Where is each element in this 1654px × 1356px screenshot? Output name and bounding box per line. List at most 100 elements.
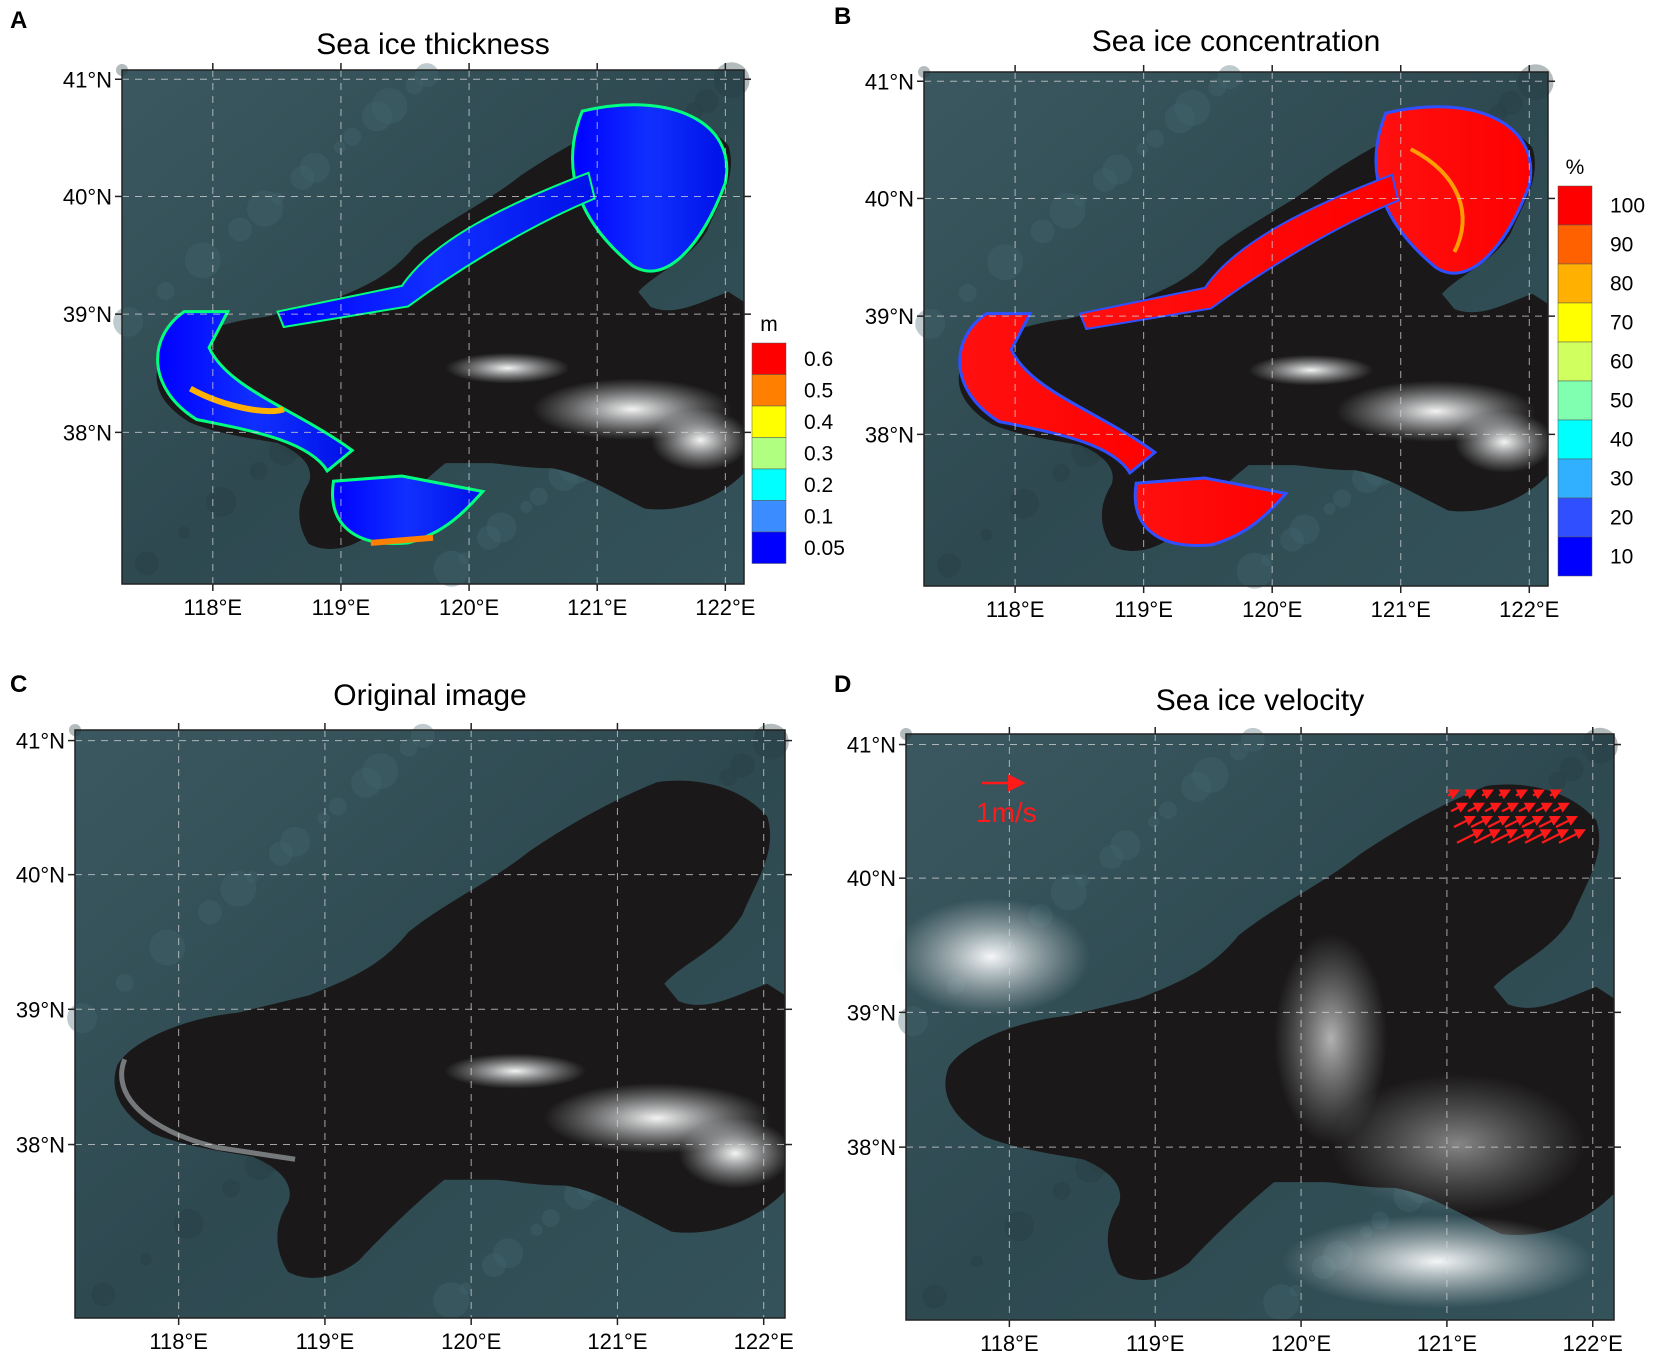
colorbar-swatch [751, 500, 787, 533]
lon-tick-label: 119°E [296, 1329, 355, 1354]
land-texture [970, 1255, 983, 1268]
land-texture [173, 1208, 204, 1239]
land-texture [1333, 489, 1352, 508]
land-texture [541, 1209, 560, 1228]
land-texture [1581, 727, 1618, 764]
land-texture [249, 461, 268, 480]
colorbar-swatch [1557, 497, 1593, 538]
map-frame [121, 69, 745, 585]
velocity-arrow [1535, 802, 1553, 813]
land-texture [980, 528, 993, 541]
colorbar-swatch [1557, 185, 1593, 226]
cloud [1281, 1214, 1593, 1309]
lon-tick-label: 122°E [1499, 597, 1559, 622]
lat-tick-label: 41°N [16, 729, 65, 754]
land-texture [115, 973, 134, 992]
land-texture [1192, 757, 1229, 794]
land-texture [1217, 65, 1242, 90]
lon-tick-label: 121°E [587, 1329, 647, 1354]
velocity-arrow [1487, 816, 1510, 828]
lat-tick-label: 39°N [847, 1000, 896, 1025]
land-texture [1145, 129, 1164, 148]
velocity-arrow [1447, 789, 1460, 800]
land-texture [246, 871, 259, 883]
land-texture [1498, 90, 1523, 115]
land-texture [898, 1006, 929, 1037]
panel-letter: A [10, 7, 27, 34]
velocity-arrow [1504, 816, 1527, 828]
land-texture [1110, 830, 1141, 861]
land-texture [476, 525, 501, 550]
velocity-arrow [1521, 816, 1544, 828]
land-texture [1280, 527, 1305, 552]
colorbar-swatch [1557, 302, 1593, 343]
colorbar-label: 0.5 [804, 379, 833, 402]
land-texture [156, 282, 175, 301]
lon-tick-label: 122°E [734, 1329, 794, 1354]
land-texture [67, 1003, 98, 1034]
panel-title: Original image [333, 679, 526, 712]
lon-tick-label: 120°E [1271, 1331, 1331, 1356]
velocity-arrow [1532, 789, 1545, 800]
colorbar-label: 30 [1610, 468, 1633, 491]
land-texture [333, 141, 346, 154]
land-texture [414, 63, 439, 88]
land-texture [520, 500, 533, 513]
land-texture [1208, 78, 1227, 97]
land-texture [1099, 845, 1124, 870]
lat-tick-label: 38°N [847, 1135, 896, 1160]
colorbar-label: 70 [1610, 312, 1633, 335]
colorbar-unit: m [760, 313, 778, 336]
land-texture [228, 217, 253, 242]
land-texture [280, 826, 311, 857]
lat-tick-label: 40°N [847, 866, 896, 891]
land-texture [1263, 1284, 1300, 1321]
panel-b: B Sea ice concentration 118°E 119°E 120°E 121… [834, 3, 1645, 622]
land-texture [1261, 554, 1274, 567]
velocity-arrow [1481, 789, 1494, 800]
lat-tick-label: 38°N [865, 422, 914, 447]
cloud [1274, 933, 1388, 1145]
colorbar-label: 0.2 [804, 474, 833, 497]
land-texture [713, 62, 750, 99]
land-texture [486, 512, 517, 543]
land-texture [91, 1282, 116, 1307]
colorbar-swatch [1557, 458, 1593, 499]
land-texture [493, 1238, 524, 1269]
land-texture [459, 1282, 472, 1295]
ice-thick-edge [370, 534, 434, 546]
land-texture [922, 1284, 947, 1309]
velocity-arrow [1453, 816, 1476, 828]
land-texture [405, 76, 424, 95]
cloud [1248, 354, 1374, 386]
colorbar-swatch [751, 437, 787, 470]
velocity-arrow [1464, 789, 1477, 800]
velocity-arrow [1473, 829, 1501, 844]
velocity-arrow [1549, 789, 1562, 800]
lon-tick-label: 118°E [149, 1329, 208, 1354]
land-texture [178, 526, 191, 539]
land-texture [328, 797, 347, 816]
velocity-arrow [1467, 802, 1485, 813]
land-texture [1164, 103, 1195, 134]
lon-tick-label: 122°E [1563, 1331, 1623, 1356]
land-texture [433, 550, 470, 587]
land-texture [1008, 488, 1039, 519]
land-texture [149, 929, 186, 966]
land-texture [1102, 154, 1133, 185]
ice-bohai-bay [958, 312, 1158, 476]
land-texture [1074, 194, 1086, 207]
lat-tick-label: 41°N [847, 733, 896, 758]
panel-letter: B [834, 3, 851, 30]
cloud [445, 352, 570, 384]
velocity-arrow [1555, 816, 1578, 828]
lon-tick-label: 118°E [980, 1331, 1039, 1356]
velocity-arrow [1541, 829, 1569, 844]
land-texture [1052, 1182, 1071, 1201]
land-texture [271, 192, 284, 205]
land-texture [1052, 463, 1071, 482]
lat-tick-label: 40°N [865, 186, 914, 211]
colorbar-swatch [1557, 224, 1593, 265]
land-texture [1548, 771, 1567, 790]
